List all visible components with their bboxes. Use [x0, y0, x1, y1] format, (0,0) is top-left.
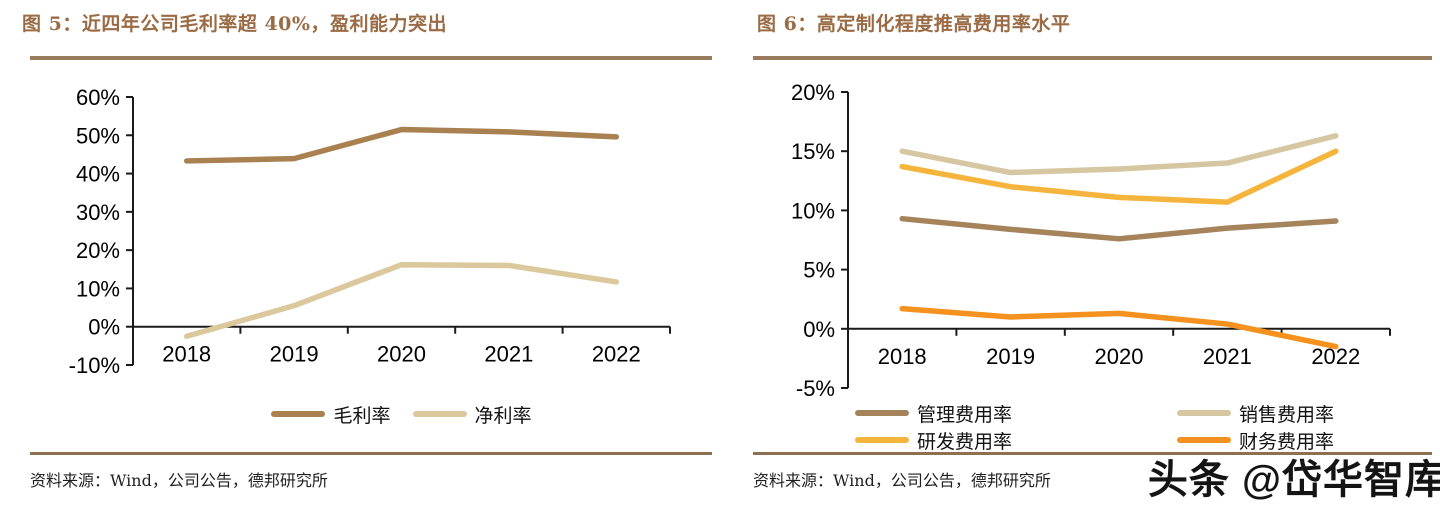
y-tick-label: 5%: [803, 258, 835, 283]
figure5-legend: 毛利率 净利率: [133, 403, 670, 427]
y-tick-label: 20%: [791, 80, 835, 105]
figure6-title-divider: [753, 56, 1432, 60]
x-tick-label: 2019: [270, 342, 319, 367]
legend-item: 研发费用率: [855, 429, 1177, 453]
legend-item: 毛利率: [271, 403, 391, 427]
figure5-title-divider: [30, 56, 712, 60]
legend-swatch: [271, 411, 326, 417]
legend-label: 毛利率: [333, 404, 391, 427]
legend-item: 销售费用率: [1177, 402, 1335, 426]
x-tick-label: 2021: [484, 342, 533, 367]
x-tick-label: 2021: [1203, 344, 1252, 369]
figure5-source: 资料来源：Wind，公司公告，德邦研究所: [30, 471, 328, 490]
x-tick-label: 2020: [1095, 344, 1144, 369]
legend-label: 净利率: [474, 404, 532, 427]
figure5-bottom-divider: [30, 452, 712, 455]
legend-swatch: [412, 411, 467, 417]
legend-item: 净利率: [412, 403, 532, 427]
x-tick-label: 2019: [986, 344, 1035, 369]
series-line-净利率: [183, 261, 620, 340]
y-tick-label: 20%: [76, 238, 120, 263]
legend-label: 管理费用率: [917, 403, 1013, 426]
y-tick-label: 10%: [76, 276, 120, 301]
series-line-毛利率: [183, 126, 620, 164]
x-tick-label: 2020: [377, 342, 426, 367]
legend-label: 销售费用率: [1239, 403, 1335, 426]
legend-swatch: [1177, 410, 1231, 416]
y-tick-label: 0%: [88, 315, 120, 340]
x-tick-label: 2018: [162, 342, 211, 367]
y-tick-label: -5%: [796, 376, 835, 400]
figure-expense-ratios: 图 6：高定制化程度推高费用率水平 20% 15% 10% 5% 0% -5% 2018 20…: [753, 0, 1432, 504]
legend-item: 管理费用率: [855, 402, 1177, 426]
margin-trend-line-chart: 60% 50% 40% 30% 20% 10% 0% -10% 2018 2019 2020 2021…: [69, 85, 671, 378]
y-tick-label: 40%: [76, 162, 120, 187]
series-line-销售费用率: [899, 133, 1339, 176]
figure6-legend: 管理费用率 销售费用率研发费用率 财务费用率: [855, 402, 1335, 453]
y-tick-label: 10%: [791, 198, 835, 223]
x-tick-label: 2018: [878, 344, 927, 369]
legend-label: 财务费用率: [1239, 430, 1335, 453]
series-line-管理费用率: [899, 215, 1339, 242]
legend-label: 研发费用率: [917, 430, 1013, 453]
y-tick-label: 15%: [791, 139, 835, 164]
y-tick-label: 30%: [76, 200, 120, 225]
figure6-source: 资料来源：Wind，公司公告，德邦研究所: [753, 471, 1051, 490]
y-tick-label: 60%: [76, 85, 120, 110]
figure6-bottom-divider: [753, 452, 1432, 455]
expense-ratio-line-chart: 20%15%10%5%0%-5%2018 2019 2020 2021 2022: [791, 80, 1391, 400]
legend-swatch: [855, 410, 909, 416]
series-line-财务费用率: [899, 305, 1339, 350]
figure5-title: 图 5：近四年公司毛利率超 40%，盈利能力突出: [22, 13, 447, 35]
figure6-title: 图 6：高定制化程度推高费用率水平: [757, 13, 1071, 35]
legend-swatch: [1177, 437, 1231, 443]
legend-swatch: [855, 437, 909, 443]
y-tick-label: 50%: [76, 123, 120, 148]
legend-item: 财务费用率: [1177, 429, 1335, 453]
toutiao-watermark: 头条 @岱华智库: [1147, 458, 1440, 502]
y-tick-label: -10%: [69, 353, 120, 378]
x-tick-label: 2022: [592, 342, 641, 367]
figure-gross-net-margin: 图 5：近四年公司毛利率超 40%，盈利能力突出 60% 50% 40% 30% 20%…: [22, 0, 712, 504]
y-tick-label: 0%: [803, 317, 835, 342]
series-line-研发费用率: [899, 148, 1339, 205]
